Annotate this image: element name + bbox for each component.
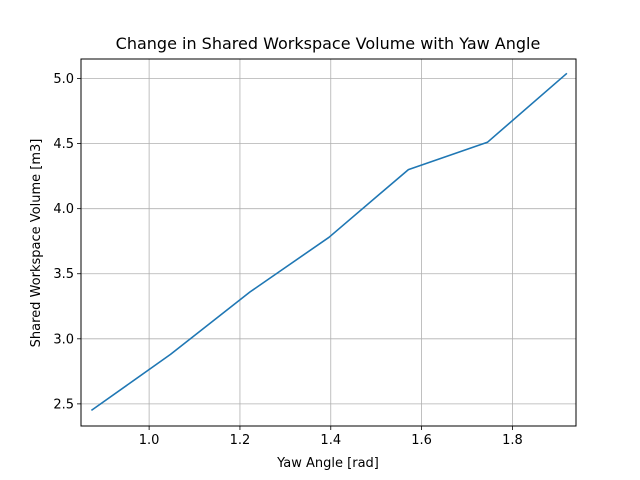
plot-frame	[80, 58, 577, 427]
series-line	[90, 72, 568, 412]
y-tick-label: 4.0	[53, 202, 74, 217]
x-tick-label: 1.0	[139, 433, 160, 448]
x-tick-label: 1.8	[502, 433, 523, 448]
x-tick-label: 1.4	[320, 433, 341, 448]
grid	[81, 59, 576, 426]
x-axis-label: Yaw Angle [rad]	[276, 456, 379, 471]
y-axis-label: Shared Workspace Volume [m3]	[29, 139, 44, 348]
y-tick-label: 2.5	[53, 397, 74, 412]
ticks: 1.0 1.2 1.4 1.6 1.8 2.5 3.0 3.5 4.0 4.5 5.0	[53, 72, 522, 448]
y-tick-label: 4.5	[53, 137, 74, 152]
y-tick-label: 5.0	[53, 72, 74, 87]
x-tick-label: 1.6	[411, 433, 432, 448]
chart-title: Change in Shared Workspace Volume with Y…	[116, 34, 541, 53]
plot-data	[90, 72, 568, 412]
y-tick-label: 3.0	[53, 332, 74, 347]
y-tick-label: 3.5	[53, 267, 74, 282]
x-tick-label: 1.2	[230, 433, 251, 448]
